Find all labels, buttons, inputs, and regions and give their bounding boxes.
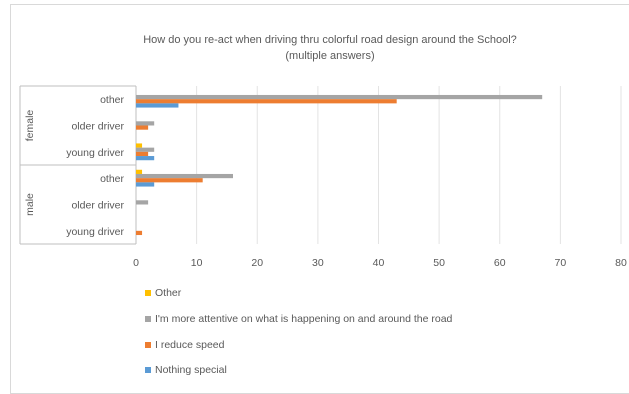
bar: [136, 103, 179, 108]
bar: [136, 230, 143, 236]
bar: [136, 173, 233, 179]
category-label: young driver: [66, 147, 124, 159]
x-tick-label: 80: [615, 257, 627, 269]
legend-swatch: [145, 290, 151, 296]
category-label: other: [100, 94, 124, 106]
x-tick-label: 30: [312, 257, 324, 269]
bar: [136, 125, 149, 130]
bar: [136, 156, 155, 161]
category-label: older driver: [71, 121, 124, 133]
bar: [136, 182, 155, 187]
bar: [136, 147, 155, 152]
legend-item: Nothing special: [145, 364, 227, 376]
x-tick-label: 50: [433, 257, 445, 269]
legend-item: I reduce speed: [145, 339, 224, 351]
legend-swatch: [145, 342, 151, 348]
chart-frame: [10, 4, 629, 394]
legend-item: Other: [145, 287, 181, 299]
legend-label: Other: [155, 287, 182, 299]
bar: [136, 169, 143, 174]
category-label: older driver: [71, 200, 124, 212]
group-label: female: [24, 110, 36, 142]
x-tick-label: 0: [133, 257, 139, 269]
chart-subtitle: (multiple answers): [285, 50, 375, 62]
x-tick-label: 70: [555, 257, 567, 269]
bar: [136, 200, 149, 205]
bar: [136, 143, 143, 148]
bar: [136, 151, 149, 157]
bar: [136, 94, 543, 100]
legend-swatch: [145, 316, 151, 322]
legend-item: I'm more attentive on what is happening …: [145, 313, 452, 325]
bar: [136, 99, 397, 104]
x-tick-label: 40: [373, 257, 385, 269]
chart-plot: 0 10 20 30 40 50 60 70 80 female other older driver…: [19, 85, 627, 269]
group-label: male: [24, 193, 36, 216]
bar: [136, 121, 155, 126]
chart-title: How do you re-act when driving thru colo…: [20, 32, 629, 64]
legend-swatch: [145, 367, 151, 373]
x-tick-label: 60: [494, 257, 506, 269]
legend-label: I'm more attentive on what is happening …: [155, 313, 453, 325]
x-tick-label: 20: [251, 257, 263, 269]
legend-label: I reduce speed: [155, 339, 225, 351]
category-label: other: [100, 173, 124, 185]
category-label: young driver: [66, 226, 124, 238]
bar: [136, 178, 203, 183]
x-tick-label: 10: [191, 257, 203, 269]
chart-title-text: How do you re-act when driving thru colo…: [143, 34, 517, 46]
legend-label: Nothing special: [155, 364, 227, 376]
